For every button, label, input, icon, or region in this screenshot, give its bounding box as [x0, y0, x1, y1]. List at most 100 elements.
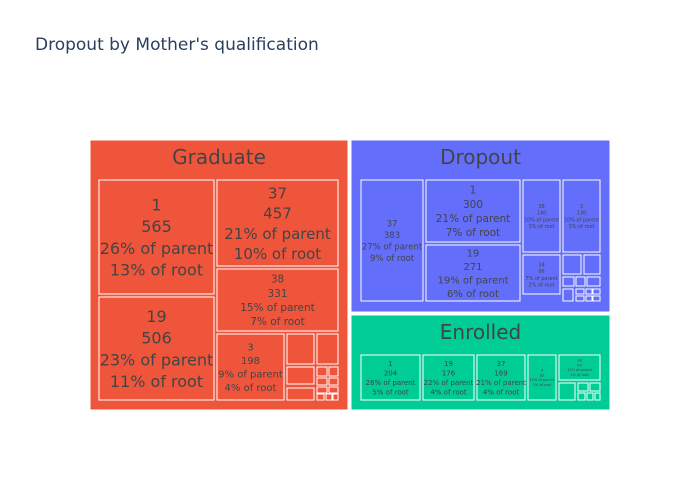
group-enrolled-minor-tile[interactable]: [589, 382, 601, 392]
group-graduate[interactable]: Graduate 1 565 26% of parent 13% of root 19 50…: [89, 139, 349, 411]
leaf-pct-root: 2% of root: [533, 383, 552, 387]
leaf-tile[interactable]: [425, 244, 521, 302]
group-dropout-minor-tile[interactable]: [575, 276, 586, 287]
leaf-pct-parent: 21% of parent: [224, 225, 331, 243]
leaf-tile[interactable]: [476, 354, 526, 401]
leaf-pct-root: 9% of root: [370, 254, 415, 264]
leaf-pct-root: 7% of root: [446, 227, 501, 239]
group-graduate-minor-tile[interactable]: [325, 393, 333, 401]
group-graduate-leaf-19[interactable]: 19 506 23% of parent 11% of root: [98, 296, 215, 401]
leaf-pct-root: 6% of root: [447, 289, 499, 300]
leaf-pct-parent: 21% of parent: [436, 213, 511, 225]
group-dropout-minor-tile[interactable]: [575, 295, 585, 302]
leaf-value: 198: [241, 356, 260, 367]
group-dropout-minor-tile[interactable]: [583, 254, 601, 275]
group-dropout-minor-tile[interactable]: [562, 276, 575, 287]
leaf-value: 383: [384, 231, 400, 241]
leaf-tile[interactable]: [360, 179, 424, 302]
leaf-value: 565: [141, 217, 172, 236]
leaf-pct-root: 5% of root: [372, 388, 409, 396]
group-graduate-minor-tile[interactable]: [316, 377, 328, 386]
group-dropout-minor-tile[interactable]: [585, 295, 593, 302]
leaf-tile[interactable]: [216, 179, 339, 267]
group-enrolled-minor-tile[interactable]: [577, 392, 586, 401]
leaf-tile[interactable]: [98, 179, 215, 295]
group-dropout-leaf-19[interactable]: 19 271 19% of parent 6% of root: [425, 244, 521, 302]
group-graduate-minor-tile[interactable]: [328, 377, 339, 386]
leaf-pct-root: 3% of root: [569, 224, 595, 230]
leaf-tile[interactable]: [360, 354, 421, 401]
group-dropout-leaf-1[interactable]: 1 300 21% of parent 7% of root: [425, 179, 521, 243]
leaf-tile[interactable]: [558, 354, 601, 381]
leaf-name: 37: [387, 220, 398, 230]
leaf-tile[interactable]: [562, 179, 601, 253]
leaf-pct-parent: 22% of parent: [424, 379, 474, 387]
group-graduate-minor-tile[interactable]: [316, 393, 325, 401]
leaf-tile[interactable]: [522, 179, 561, 253]
chart-title: Dropout by Mother's qualification: [35, 35, 319, 55]
group-dropout-minor-tile[interactable]: [562, 254, 582, 275]
leaf-tile[interactable]: [98, 296, 215, 401]
group-graduate-leaf-38[interactable]: 38 331 15% of parent 7% of root: [216, 268, 339, 332]
leaf-name: 19: [444, 360, 453, 368]
leaf-pct-root: 2% of root: [529, 283, 555, 289]
leaf-pct-root: 11% of root: [110, 372, 203, 391]
group-dropout-minor-tile[interactable]: [585, 288, 593, 295]
group-enrolled-label: Enrolled: [440, 320, 521, 344]
group-graduate-leaf-1[interactable]: 1 565 26% of parent 13% of root: [98, 179, 215, 295]
group-enrolled-minor-tile[interactable]: [586, 392, 594, 401]
leaf-pct-parent: 9% of parent: [218, 370, 283, 381]
leaf-pct-parent: 19% of parent: [437, 276, 508, 287]
group-graduate-leaf-3[interactable]: 3 198 9% of parent 4% of root: [216, 333, 285, 401]
leaf-name: 34: [538, 262, 544, 268]
group-dropout-minor-tile[interactable]: [592, 288, 601, 295]
leaf-name: 1: [151, 196, 161, 215]
group-graduate-minor-tile[interactable]: [286, 366, 315, 385]
group-graduate-minor-tile[interactable]: [286, 333, 315, 365]
leaf-tile[interactable]: [216, 268, 339, 332]
leaf-value: 204: [384, 369, 398, 377]
group-graduate-minor-tile[interactable]: [328, 386, 339, 394]
leaf-pct-root: 13% of root: [110, 260, 203, 279]
leaf-name: 1: [470, 185, 477, 197]
leaf-tile[interactable]: [422, 354, 475, 401]
group-enrolled-minor-tile[interactable]: [577, 382, 589, 392]
group-graduate-leaf-37[interactable]: 37 457 21% of parent 10% of root: [216, 179, 339, 267]
leaf-pct-parent: 26% of parent: [366, 379, 416, 387]
leaf-pct-parent: 27% of parent: [362, 242, 423, 252]
group-enrolled-minor-tile[interactable]: [594, 392, 601, 401]
group-graduate-minor-tile[interactable]: [332, 393, 339, 401]
group-graduate-minor-tile[interactable]: [328, 366, 339, 377]
leaf-tile[interactable]: [522, 254, 561, 295]
leaf-tile[interactable]: [527, 354, 557, 401]
group-graduate-minor-tile[interactable]: [316, 333, 339, 365]
group-enrolled-minor-tile[interactable]: [558, 382, 576, 401]
leaf-tile[interactable]: [216, 333, 285, 401]
leaf-pct-parent: 23% of parent: [100, 350, 214, 369]
leaf-value: 457: [263, 205, 292, 223]
leaf-pct-parent: 15% of parent: [240, 302, 315, 314]
group-dropout-minor-tile[interactable]: [575, 288, 585, 295]
leaf-tile[interactable]: [425, 179, 521, 243]
leaf-pct-root: 10% of root: [234, 245, 322, 263]
group-graduate-minor-tile[interactable]: [316, 366, 328, 377]
leaf-pct-root: 4% of root: [430, 388, 467, 396]
group-dropout-minor-tile[interactable]: [562, 288, 574, 302]
group-dropout-minor-tile[interactable]: [592, 295, 601, 302]
group-graduate-minor-tile[interactable]: [316, 386, 328, 394]
group-graduate-minor-tile[interactable]: [286, 387, 315, 401]
group-dropout-minor-tile[interactable]: [586, 276, 601, 287]
